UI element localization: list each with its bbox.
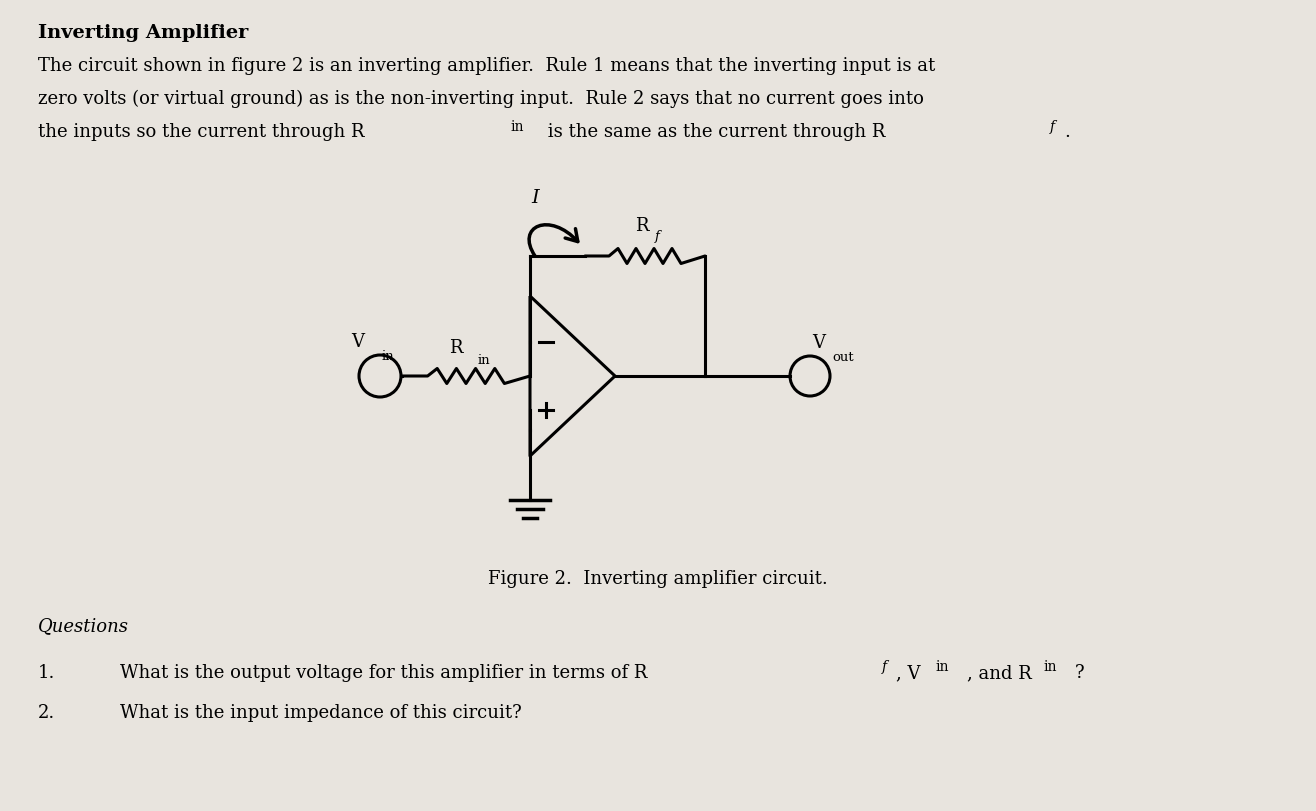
FancyArrowPatch shape bbox=[529, 225, 578, 257]
Text: R: R bbox=[449, 338, 463, 357]
Text: V: V bbox=[351, 333, 365, 350]
Text: What is the output voltage for this amplifier in terms of R: What is the output voltage for this ampl… bbox=[120, 663, 647, 681]
Text: zero volts (or virtual ground) as is the non-inverting input.  Rule 2 says that : zero volts (or virtual ground) as is the… bbox=[38, 90, 924, 108]
Text: f: f bbox=[882, 659, 887, 673]
Text: V: V bbox=[812, 333, 825, 351]
Text: The circuit shown in figure 2 is an inverting amplifier.  Rule 1 means that the : The circuit shown in figure 2 is an inve… bbox=[38, 57, 936, 75]
Text: What is the input impedance of this circuit?: What is the input impedance of this circ… bbox=[120, 703, 521, 721]
Text: f: f bbox=[1050, 120, 1055, 134]
Text: in: in bbox=[382, 350, 395, 363]
Text: Inverting Amplifier: Inverting Amplifier bbox=[38, 24, 249, 42]
Text: I: I bbox=[532, 189, 538, 207]
Text: , and R: , and R bbox=[967, 663, 1032, 681]
Text: , V: , V bbox=[896, 663, 920, 681]
Text: Figure 2.  Inverting amplifier circuit.: Figure 2. Inverting amplifier circuit. bbox=[488, 569, 828, 587]
Text: out: out bbox=[832, 350, 854, 363]
Text: .: . bbox=[1065, 122, 1070, 141]
Text: in: in bbox=[934, 659, 949, 673]
Text: Questions: Questions bbox=[38, 616, 129, 634]
Text: R: R bbox=[636, 217, 649, 234]
Text: is the same as the current through R: is the same as the current through R bbox=[542, 122, 886, 141]
Text: in: in bbox=[478, 354, 491, 367]
Text: 2.: 2. bbox=[38, 703, 55, 721]
Text: 1.: 1. bbox=[38, 663, 55, 681]
Text: the inputs so the current through R: the inputs so the current through R bbox=[38, 122, 365, 141]
Text: in: in bbox=[511, 120, 524, 134]
Text: in: in bbox=[1044, 659, 1057, 673]
Text: f: f bbox=[655, 230, 659, 242]
Text: ?: ? bbox=[1075, 663, 1084, 681]
